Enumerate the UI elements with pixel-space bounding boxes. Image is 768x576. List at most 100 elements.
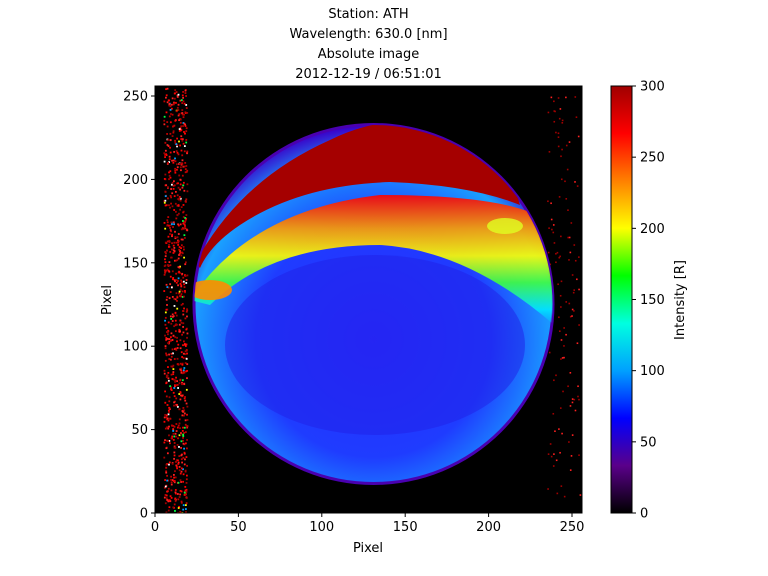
noise-pixel	[555, 131, 557, 134]
noise-pixel	[184, 470, 187, 473]
noise-pixel	[176, 296, 179, 299]
noise-pixel	[180, 369, 183, 372]
noise-pixel	[568, 259, 570, 261]
noise-pixel	[179, 347, 182, 350]
noise-pixel	[165, 494, 168, 497]
noise-pixel	[169, 176, 172, 179]
noise-pixel	[177, 204, 180, 206]
noise-pixel	[176, 336, 178, 339]
noise-pixel	[177, 387, 180, 389]
noise-pixel	[171, 242, 173, 245]
noise-pixel	[183, 307, 185, 310]
noise-pixel	[169, 315, 172, 318]
noise-pixel	[172, 391, 175, 394]
noise-pixel	[574, 96, 577, 98]
noise-pixel	[181, 363, 184, 366]
noise-pixel	[163, 416, 166, 419]
noise-pixel	[176, 493, 179, 495]
noise-pixel	[180, 293, 183, 296]
noise-pixel	[172, 428, 175, 431]
noise-pixel	[165, 204, 168, 207]
noise-pixel	[176, 426, 179, 429]
noise-pixel	[175, 279, 178, 281]
noise-pixel	[181, 379, 184, 382]
noise-pixel	[182, 407, 185, 409]
noise-pixel	[170, 256, 172, 259]
noise-pixel	[163, 201, 166, 204]
noise-pixel	[178, 292, 180, 295]
noise-pixel	[175, 217, 178, 220]
noise-pixel	[180, 163, 183, 166]
noise-pixel	[181, 109, 184, 111]
noise-pixel	[166, 304, 168, 306]
noise-pixel	[574, 259, 577, 262]
noise-pixel	[185, 502, 188, 505]
colorbar-tick-label: 50	[640, 435, 657, 450]
noise-pixel	[170, 221, 173, 224]
noise-pixel	[180, 138, 183, 140]
noise-pixel	[182, 310, 184, 312]
noise-pixel	[183, 342, 186, 345]
noise-pixel	[169, 233, 171, 235]
noise-pixel	[186, 152, 188, 155]
noise-pixel	[175, 384, 178, 387]
noise-pixel	[167, 371, 170, 374]
noise-pixel	[183, 443, 186, 446]
noise-pixel	[167, 235, 170, 238]
noise-pixel	[184, 275, 187, 277]
noise-pixel	[553, 100, 555, 103]
noise-pixel	[184, 92, 187, 94]
noise-pixel	[554, 110, 556, 113]
noise-pixel	[186, 112, 189, 114]
noise-pixel	[169, 132, 172, 135]
noise-pixel	[185, 279, 188, 281]
noise-pixel	[185, 474, 188, 477]
noise-pixel	[175, 397, 178, 400]
noise-pixel	[165, 471, 168, 474]
noise-pixel	[556, 492, 559, 495]
noise-pixel	[182, 220, 185, 223]
noise-pixel	[184, 485, 187, 488]
noise-pixel	[178, 382, 181, 385]
noise-pixel	[163, 152, 166, 155]
noise-pixel	[559, 330, 561, 332]
noise-pixel	[184, 217, 187, 219]
noise-pixel	[174, 347, 177, 350]
noise-pixel	[172, 244, 175, 247]
noise-pixel	[168, 243, 170, 246]
noise-pixel	[170, 332, 173, 335]
noise-pixel	[174, 160, 177, 163]
noise-pixel	[179, 427, 181, 430]
noise-pixel	[571, 434, 574, 436]
noise-pixel	[174, 119, 177, 122]
noise-pixel	[571, 398, 574, 400]
noise-pixel	[175, 376, 177, 379]
noise-pixel	[184, 431, 187, 434]
noise-pixel	[182, 352, 185, 355]
noise-pixel	[168, 155, 171, 158]
noise-pixel	[182, 276, 185, 279]
noise-pixel	[172, 184, 175, 187]
noise-pixel	[167, 321, 170, 324]
noise-pixel	[170, 365, 173, 368]
noise-pixel	[576, 185, 579, 187]
noise-pixel	[172, 371, 175, 373]
noise-pixel	[175, 143, 178, 145]
noise-pixel	[172, 432, 175, 435]
noise-pixel	[554, 430, 556, 433]
noise-pixel	[186, 332, 189, 335]
noise-pixel	[185, 456, 188, 458]
noise-pixel	[185, 488, 188, 491]
noise-pixel	[176, 404, 179, 406]
noise-pixel	[186, 447, 188, 450]
noise-pixel	[175, 314, 178, 317]
noise-pixel	[173, 503, 176, 506]
noise-pixel	[164, 258, 166, 261]
noise-pixel	[557, 132, 560, 135]
noise-pixel	[555, 261, 557, 264]
noise-pixel	[170, 489, 173, 492]
noise-pixel	[185, 198, 188, 201]
noise-pixel	[182, 473, 185, 476]
noise-pixel	[177, 182, 179, 185]
noise-pixel	[178, 196, 181, 199]
